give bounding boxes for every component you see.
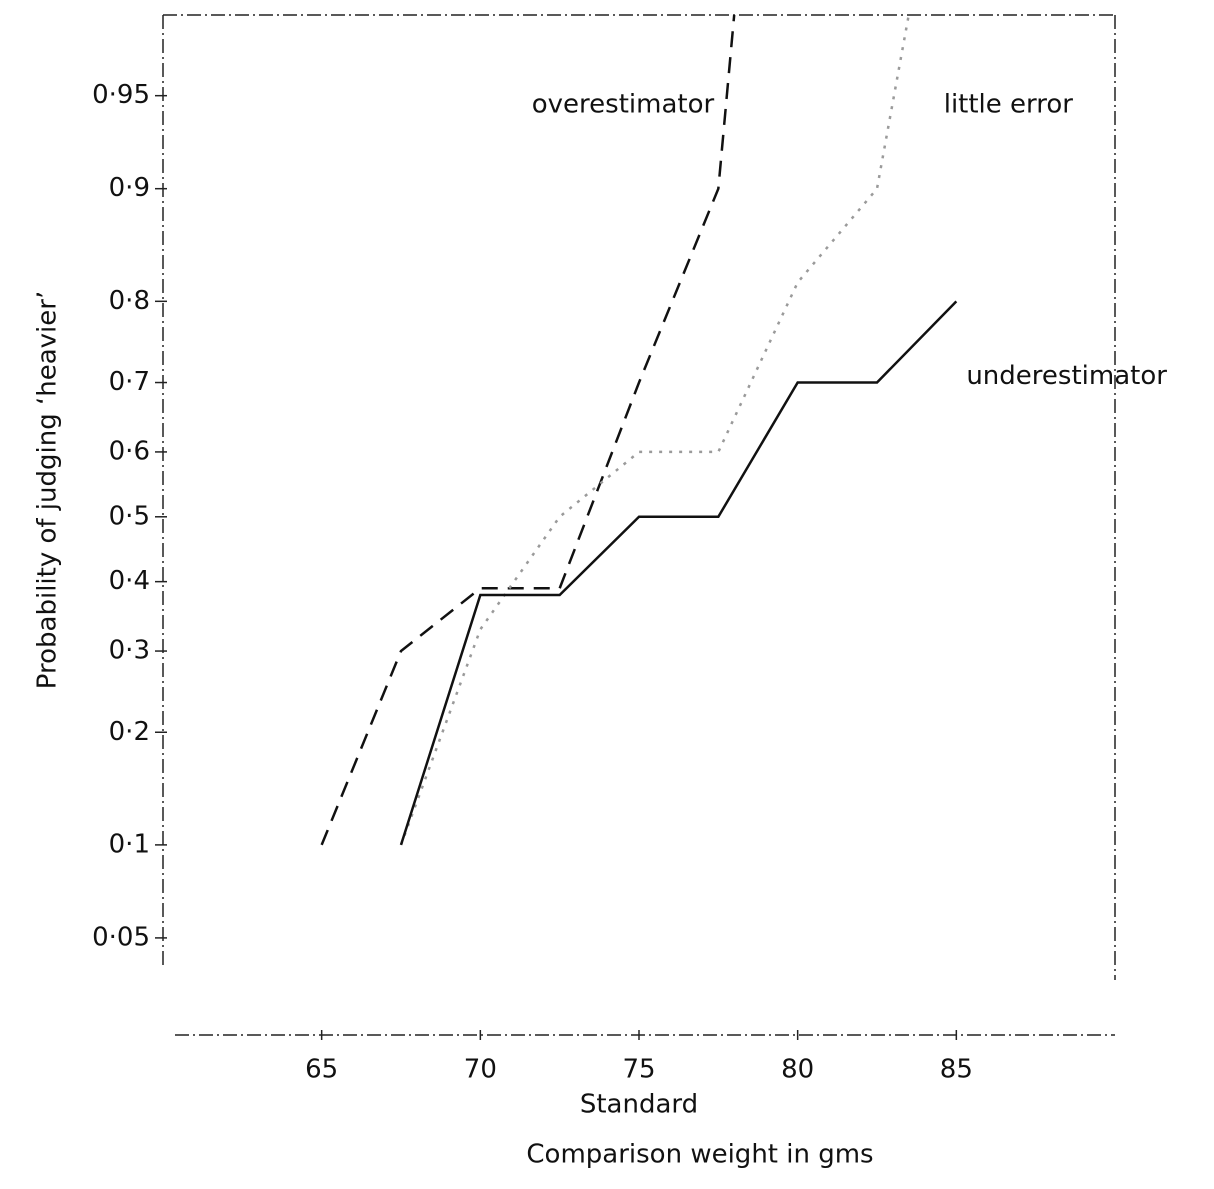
- series-label: underestimator: [966, 361, 1167, 391]
- series-label: overestimator: [532, 90, 715, 120]
- y-tick-label: 0·8: [109, 286, 150, 316]
- y-tick-label: 0·5: [109, 501, 150, 531]
- series-line: [320, 14, 736, 846]
- x-tick-label: 65: [305, 1055, 338, 1085]
- y-tick-label: 0·9: [109, 173, 150, 203]
- x-tick-label: 85: [940, 1055, 973, 1085]
- y-tick-label: 0·05: [92, 922, 150, 952]
- series-label: little error: [944, 90, 1074, 120]
- annotation: Standard: [580, 1090, 698, 1120]
- y-axis-label: Probability of judging ‘heavier’: [33, 291, 63, 689]
- series-line: [399, 300, 958, 846]
- y-tick-label: 0·6: [109, 436, 150, 466]
- y-tick-label: 0·4: [109, 566, 150, 596]
- x-tick-label: 75: [622, 1055, 655, 1085]
- x-tick-label: 80: [781, 1055, 814, 1085]
- x-tick-label: 70: [464, 1055, 497, 1085]
- y-tick-label: 0·2: [109, 717, 150, 747]
- series-line: [399, 14, 910, 846]
- x-axis-label: Comparison weight in gms: [526, 1140, 873, 1170]
- y-tick-label: 0·1: [109, 829, 150, 859]
- y-tick-label: 0·7: [109, 367, 150, 397]
- y-tick-label: 0·95: [92, 80, 150, 110]
- y-tick-label: 0·3: [109, 636, 150, 666]
